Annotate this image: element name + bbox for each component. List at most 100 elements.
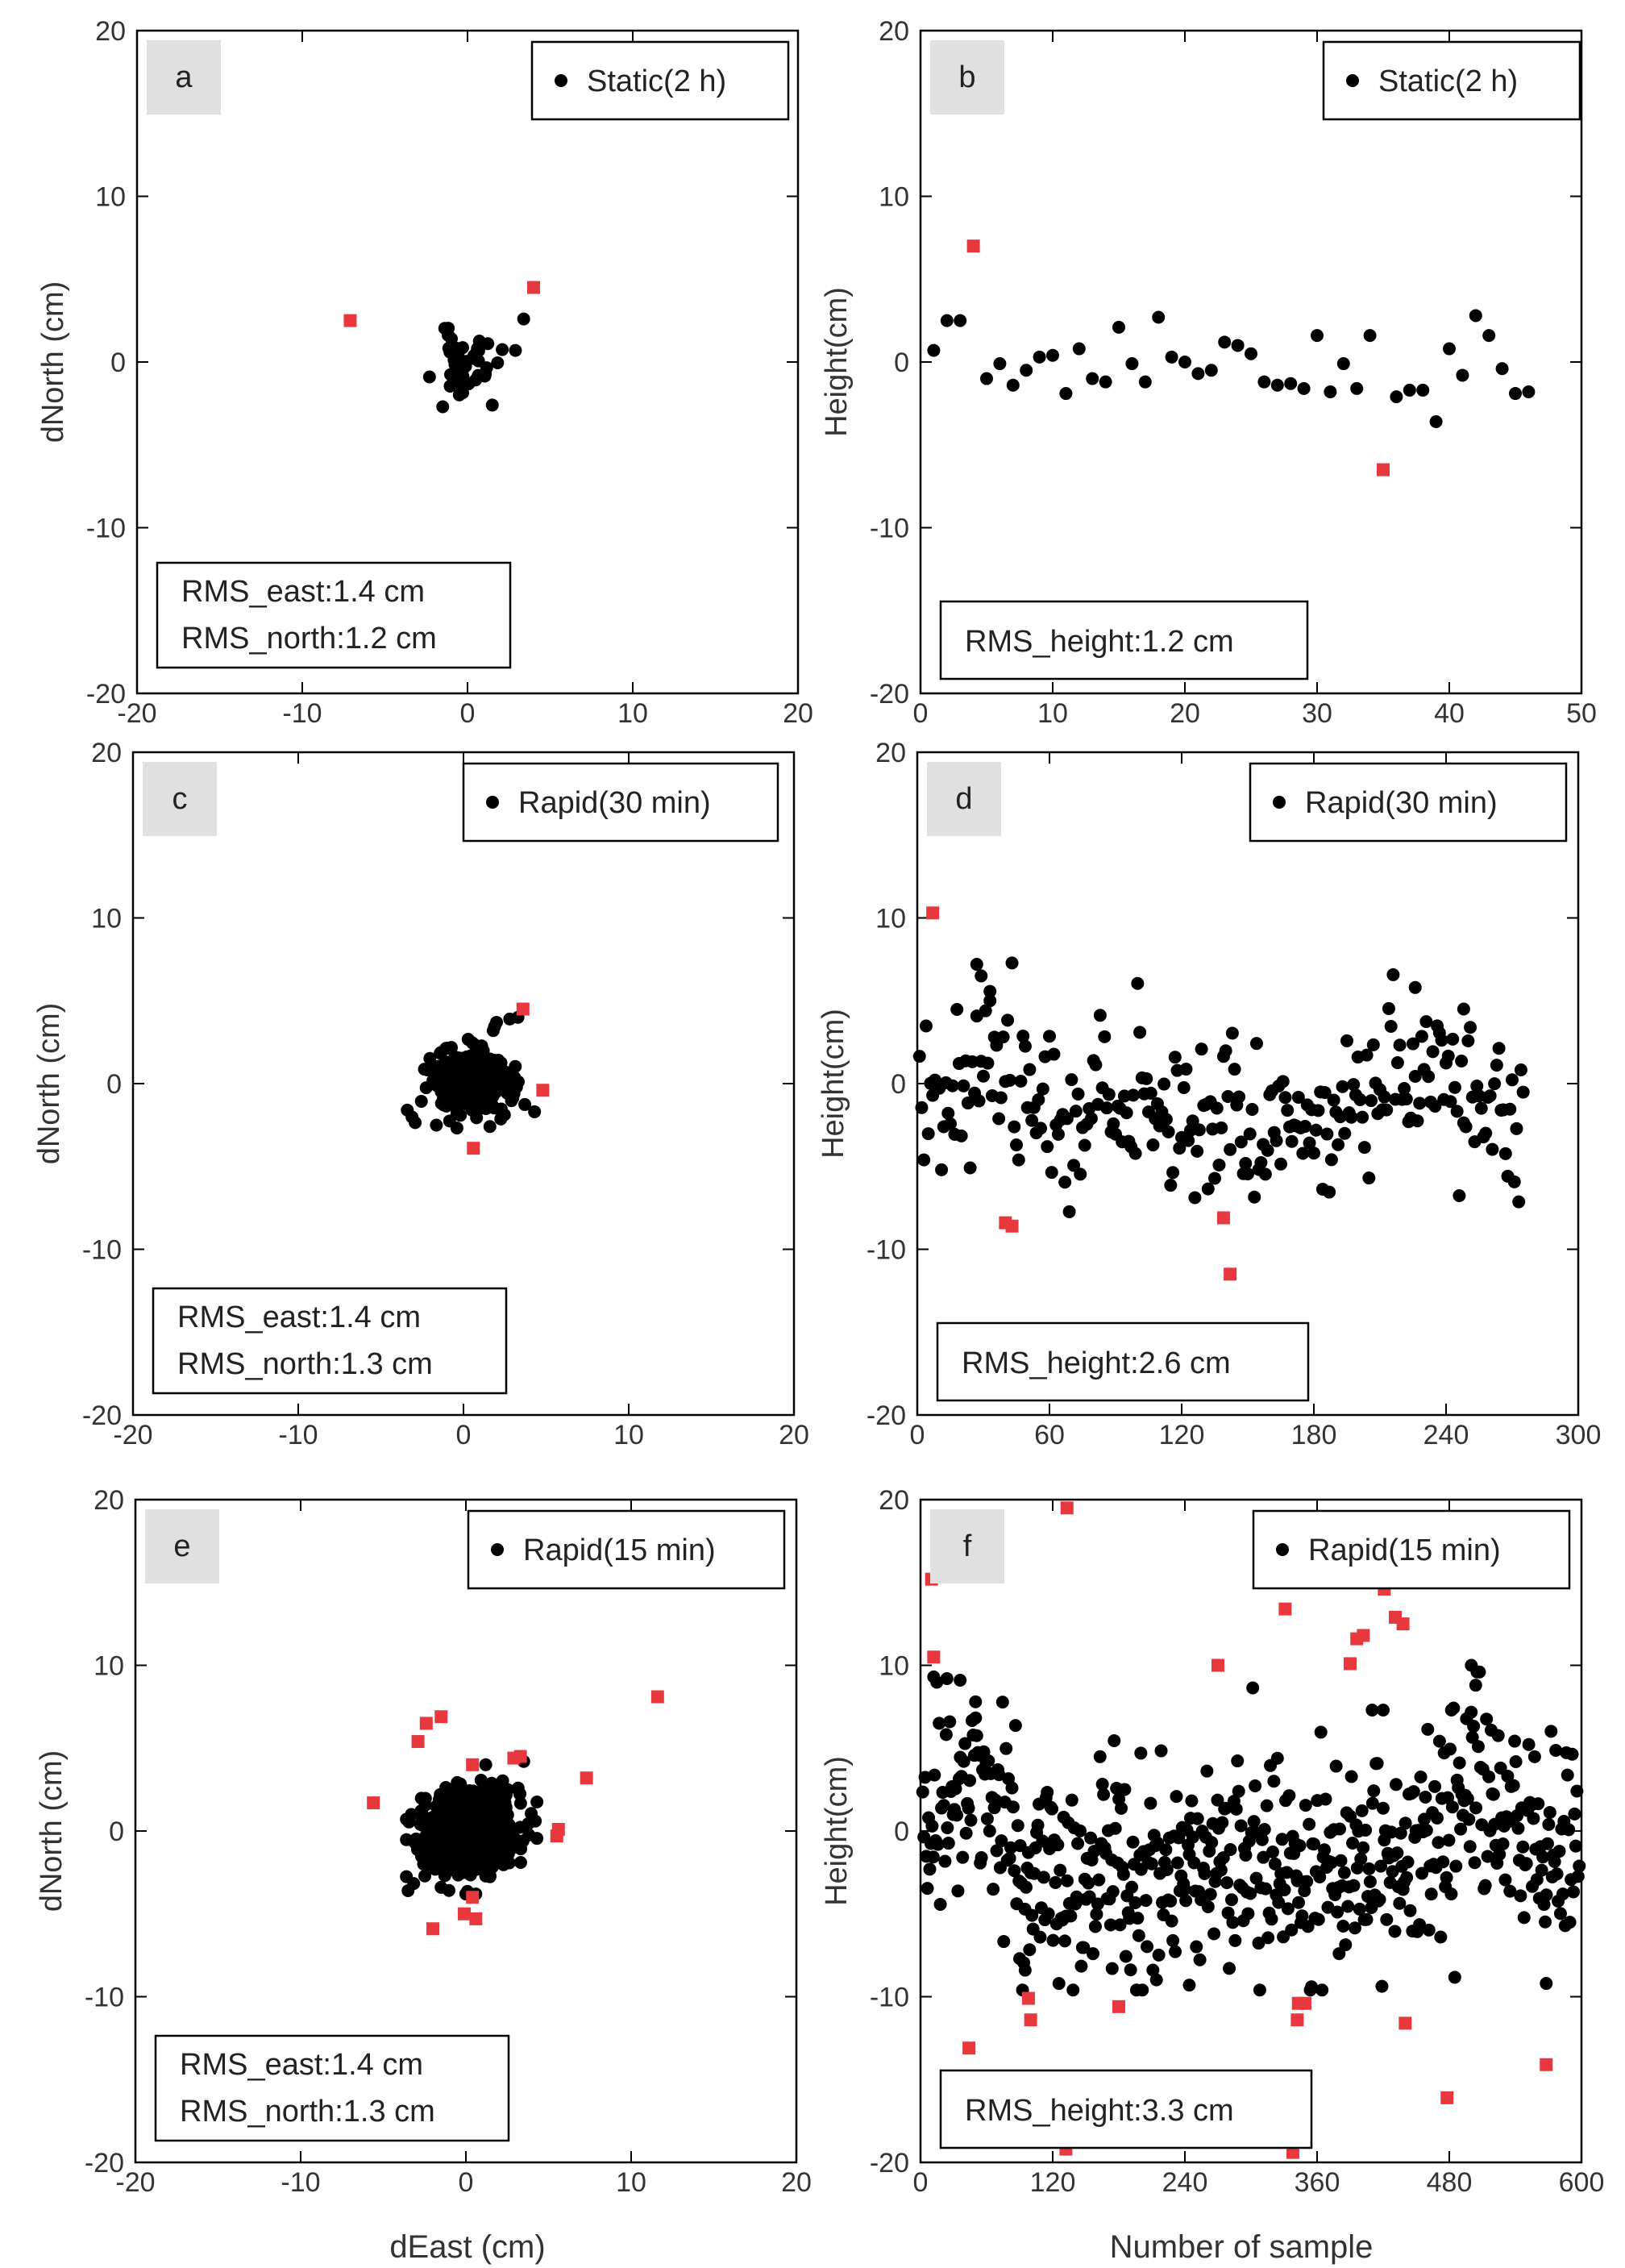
data-point [1065, 1793, 1078, 1807]
data-point [483, 1052, 497, 1066]
data-point [1249, 1037, 1263, 1051]
data-point [1252, 1937, 1266, 1950]
panel-tag-bg [930, 40, 1004, 114]
stats-label: RMS_height:3.3 cm [965, 2094, 1234, 2128]
data-point [1363, 1875, 1377, 1888]
data-point [1185, 1794, 1199, 1808]
legend-box [462, 762, 779, 843]
data-point [456, 1052, 470, 1066]
x-tick-label: 60 [1034, 1420, 1065, 1450]
y-tick-label: 0 [894, 1816, 909, 1847]
data-point [1019, 1880, 1033, 1894]
data-point [1480, 1712, 1494, 1726]
data-point [1169, 1945, 1182, 1958]
panel-tag-bg [145, 1509, 219, 1583]
data-point [970, 958, 983, 972]
data-point [1338, 1126, 1352, 1140]
data-point [1448, 1080, 1461, 1094]
data-point [1329, 1759, 1343, 1773]
data-point [1435, 1034, 1448, 1047]
data-point [1274, 1157, 1287, 1171]
data-point [496, 1774, 509, 1787]
data-point [1031, 1818, 1045, 1832]
data-point [485, 398, 499, 412]
data-point [1386, 1865, 1399, 1879]
data-point [454, 1818, 468, 1832]
data-point [1408, 1070, 1422, 1084]
data-point [1376, 1801, 1390, 1815]
data-point [434, 1850, 447, 1863]
data-point [987, 1883, 1000, 1896]
data-point [1284, 377, 1298, 390]
data-point [1270, 1134, 1283, 1147]
data-point [1313, 1870, 1327, 1883]
data-point [1390, 1846, 1404, 1860]
data-point [1347, 1879, 1361, 1892]
data-point [1562, 1823, 1576, 1837]
data-point [1001, 1013, 1015, 1027]
data-point [933, 1897, 947, 1911]
panel-tag-bg [147, 40, 221, 114]
data-point [1403, 383, 1416, 397]
data-point [1334, 1854, 1348, 1867]
outlier-point [367, 1796, 380, 1810]
data-point [1046, 1933, 1060, 1947]
data-point [426, 1841, 439, 1855]
data-point [1066, 1983, 1080, 1997]
x-tick-label: 20 [783, 698, 813, 729]
data-point [1232, 1090, 1246, 1104]
data-point [1261, 1931, 1275, 1945]
data-point [1016, 1030, 1030, 1043]
data-point [1419, 1015, 1433, 1029]
panel-tag: d [955, 782, 972, 816]
data-point [1179, 1894, 1193, 1908]
data-point [1201, 1182, 1215, 1196]
data-point [1510, 1122, 1523, 1135]
data-point [1465, 1730, 1479, 1744]
data-point [1341, 1900, 1355, 1913]
y-tick-label: 10 [94, 1651, 124, 1682]
data-point [1320, 1127, 1334, 1141]
data-point [1018, 1963, 1032, 1977]
data-point [1267, 1775, 1281, 1788]
data-point [1324, 1153, 1338, 1167]
data-point [1051, 1838, 1065, 1852]
data-point [1211, 1793, 1224, 1807]
data-point [1390, 390, 1403, 404]
data-point [992, 1112, 1006, 1126]
data-point [1319, 1792, 1332, 1806]
data-point [1126, 1835, 1140, 1849]
data-point [1093, 1750, 1107, 1763]
data-point [1008, 1719, 1022, 1733]
x-tick-label: 0 [460, 698, 476, 729]
data-point [1064, 1909, 1078, 1923]
data-point [1455, 1054, 1469, 1067]
data-point [1125, 357, 1139, 371]
data-point [1463, 1840, 1477, 1854]
data-point [1165, 350, 1178, 364]
data-point [1036, 1082, 1049, 1096]
data-point [1453, 1756, 1466, 1770]
data-point [468, 1038, 482, 1051]
data-point [1366, 1038, 1380, 1051]
data-point [1292, 1896, 1306, 1909]
outlier-point [1024, 2013, 1037, 2027]
data-point [1311, 1104, 1325, 1117]
data-point [1212, 1158, 1226, 1171]
data-point [1461, 1792, 1474, 1805]
data-point [1170, 1856, 1184, 1870]
data-point [1483, 1089, 1497, 1103]
data-point [1119, 1950, 1133, 1963]
data-point [1014, 1074, 1028, 1088]
panel-tag: f [963, 1529, 972, 1563]
data-point [1186, 1830, 1199, 1844]
data-point [1082, 1876, 1095, 1890]
data-point [1228, 1063, 1241, 1076]
data-point [1275, 1833, 1289, 1846]
data-point [1041, 1140, 1054, 1154]
y-tick-label: 0 [110, 347, 126, 378]
y-axis-label: dNorth (cm) [35, 1750, 69, 1912]
data-point [1005, 956, 1019, 970]
data-point [1428, 1779, 1442, 1793]
data-point [1377, 1703, 1390, 1717]
